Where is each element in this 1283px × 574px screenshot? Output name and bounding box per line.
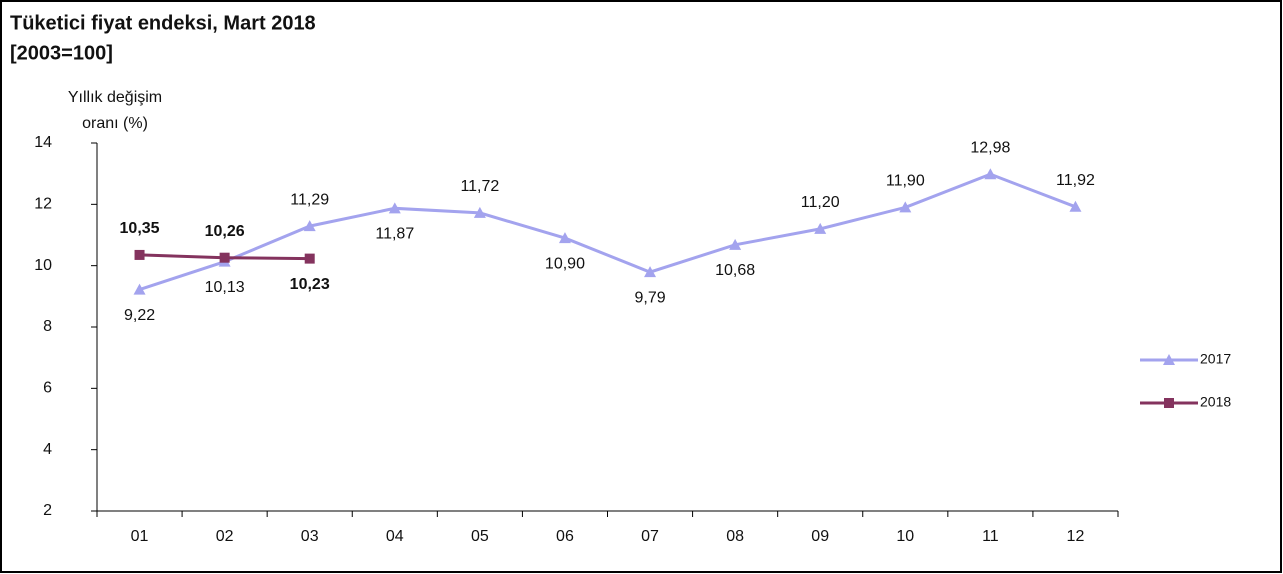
point <box>473 206 486 218</box>
point <box>1163 354 1175 365</box>
point <box>219 252 230 263</box>
data-label: 11,29 <box>290 191 329 208</box>
chart-title: Tüketici fiyat endeksi, Mart 2018 <box>10 12 316 34</box>
data-label: 11,90 <box>886 173 925 190</box>
data-label: 11,20 <box>801 194 840 211</box>
data-label: 10,35 <box>120 220 160 237</box>
data-label: 12,98 <box>970 139 1010 156</box>
y-axis-label: oranı (%) <box>82 115 148 132</box>
point <box>644 266 657 278</box>
x-tick-label: 11 <box>982 528 999 545</box>
y-tick-label: 4 <box>43 441 52 458</box>
point <box>984 168 997 180</box>
x-tick-label: 12 <box>1067 528 1085 545</box>
series-line <box>139 172 1076 292</box>
y-tick-label: 12 <box>34 196 52 213</box>
data-label: 11,72 <box>460 178 499 195</box>
x-tick-label: 04 <box>386 528 404 545</box>
point <box>899 201 912 213</box>
point <box>814 222 827 234</box>
x-tick-label: 03 <box>301 528 319 545</box>
x-tick-label: 10 <box>896 528 914 545</box>
legend-label: 2018 <box>1200 394 1231 410</box>
data-label: 10,26 <box>205 223 245 240</box>
x-tick-label: 05 <box>471 528 489 545</box>
x-tick-label: 01 <box>131 528 149 545</box>
point <box>729 238 742 250</box>
point <box>558 232 571 244</box>
y-axis-label: Yıllık değişim <box>68 89 162 106</box>
data-label: 10,23 <box>290 276 330 293</box>
x-tick-label: 06 <box>556 528 574 545</box>
point <box>1164 398 1174 408</box>
data-label: 10,90 <box>545 255 585 272</box>
point <box>134 249 145 260</box>
data-label: 11,87 <box>375 226 414 243</box>
point <box>388 202 401 214</box>
x-tick-label: 08 <box>726 528 744 545</box>
data-label: 10,13 <box>205 279 245 296</box>
x-tick-label: 09 <box>811 528 829 545</box>
y-tick-label: 2 <box>43 502 52 519</box>
point <box>304 253 315 264</box>
y-tick-label: 10 <box>34 257 52 274</box>
chart-subtitle: [2003=100] <box>10 42 113 64</box>
data-label: 10,68 <box>715 262 755 279</box>
y-tick-label: 14 <box>34 134 52 151</box>
x-tick-label: 02 <box>216 528 234 545</box>
data-label: 9,22 <box>124 307 155 324</box>
point <box>303 220 316 232</box>
y-tick-label: 6 <box>43 380 52 397</box>
y-tick-label: 8 <box>43 318 52 335</box>
x-tick-label: 07 <box>641 528 659 545</box>
point <box>1069 200 1082 212</box>
data-label: 9,79 <box>634 289 665 306</box>
point <box>133 283 146 295</box>
data-label: 11,92 <box>1056 172 1095 189</box>
legend-label: 2017 <box>1200 351 1231 367</box>
